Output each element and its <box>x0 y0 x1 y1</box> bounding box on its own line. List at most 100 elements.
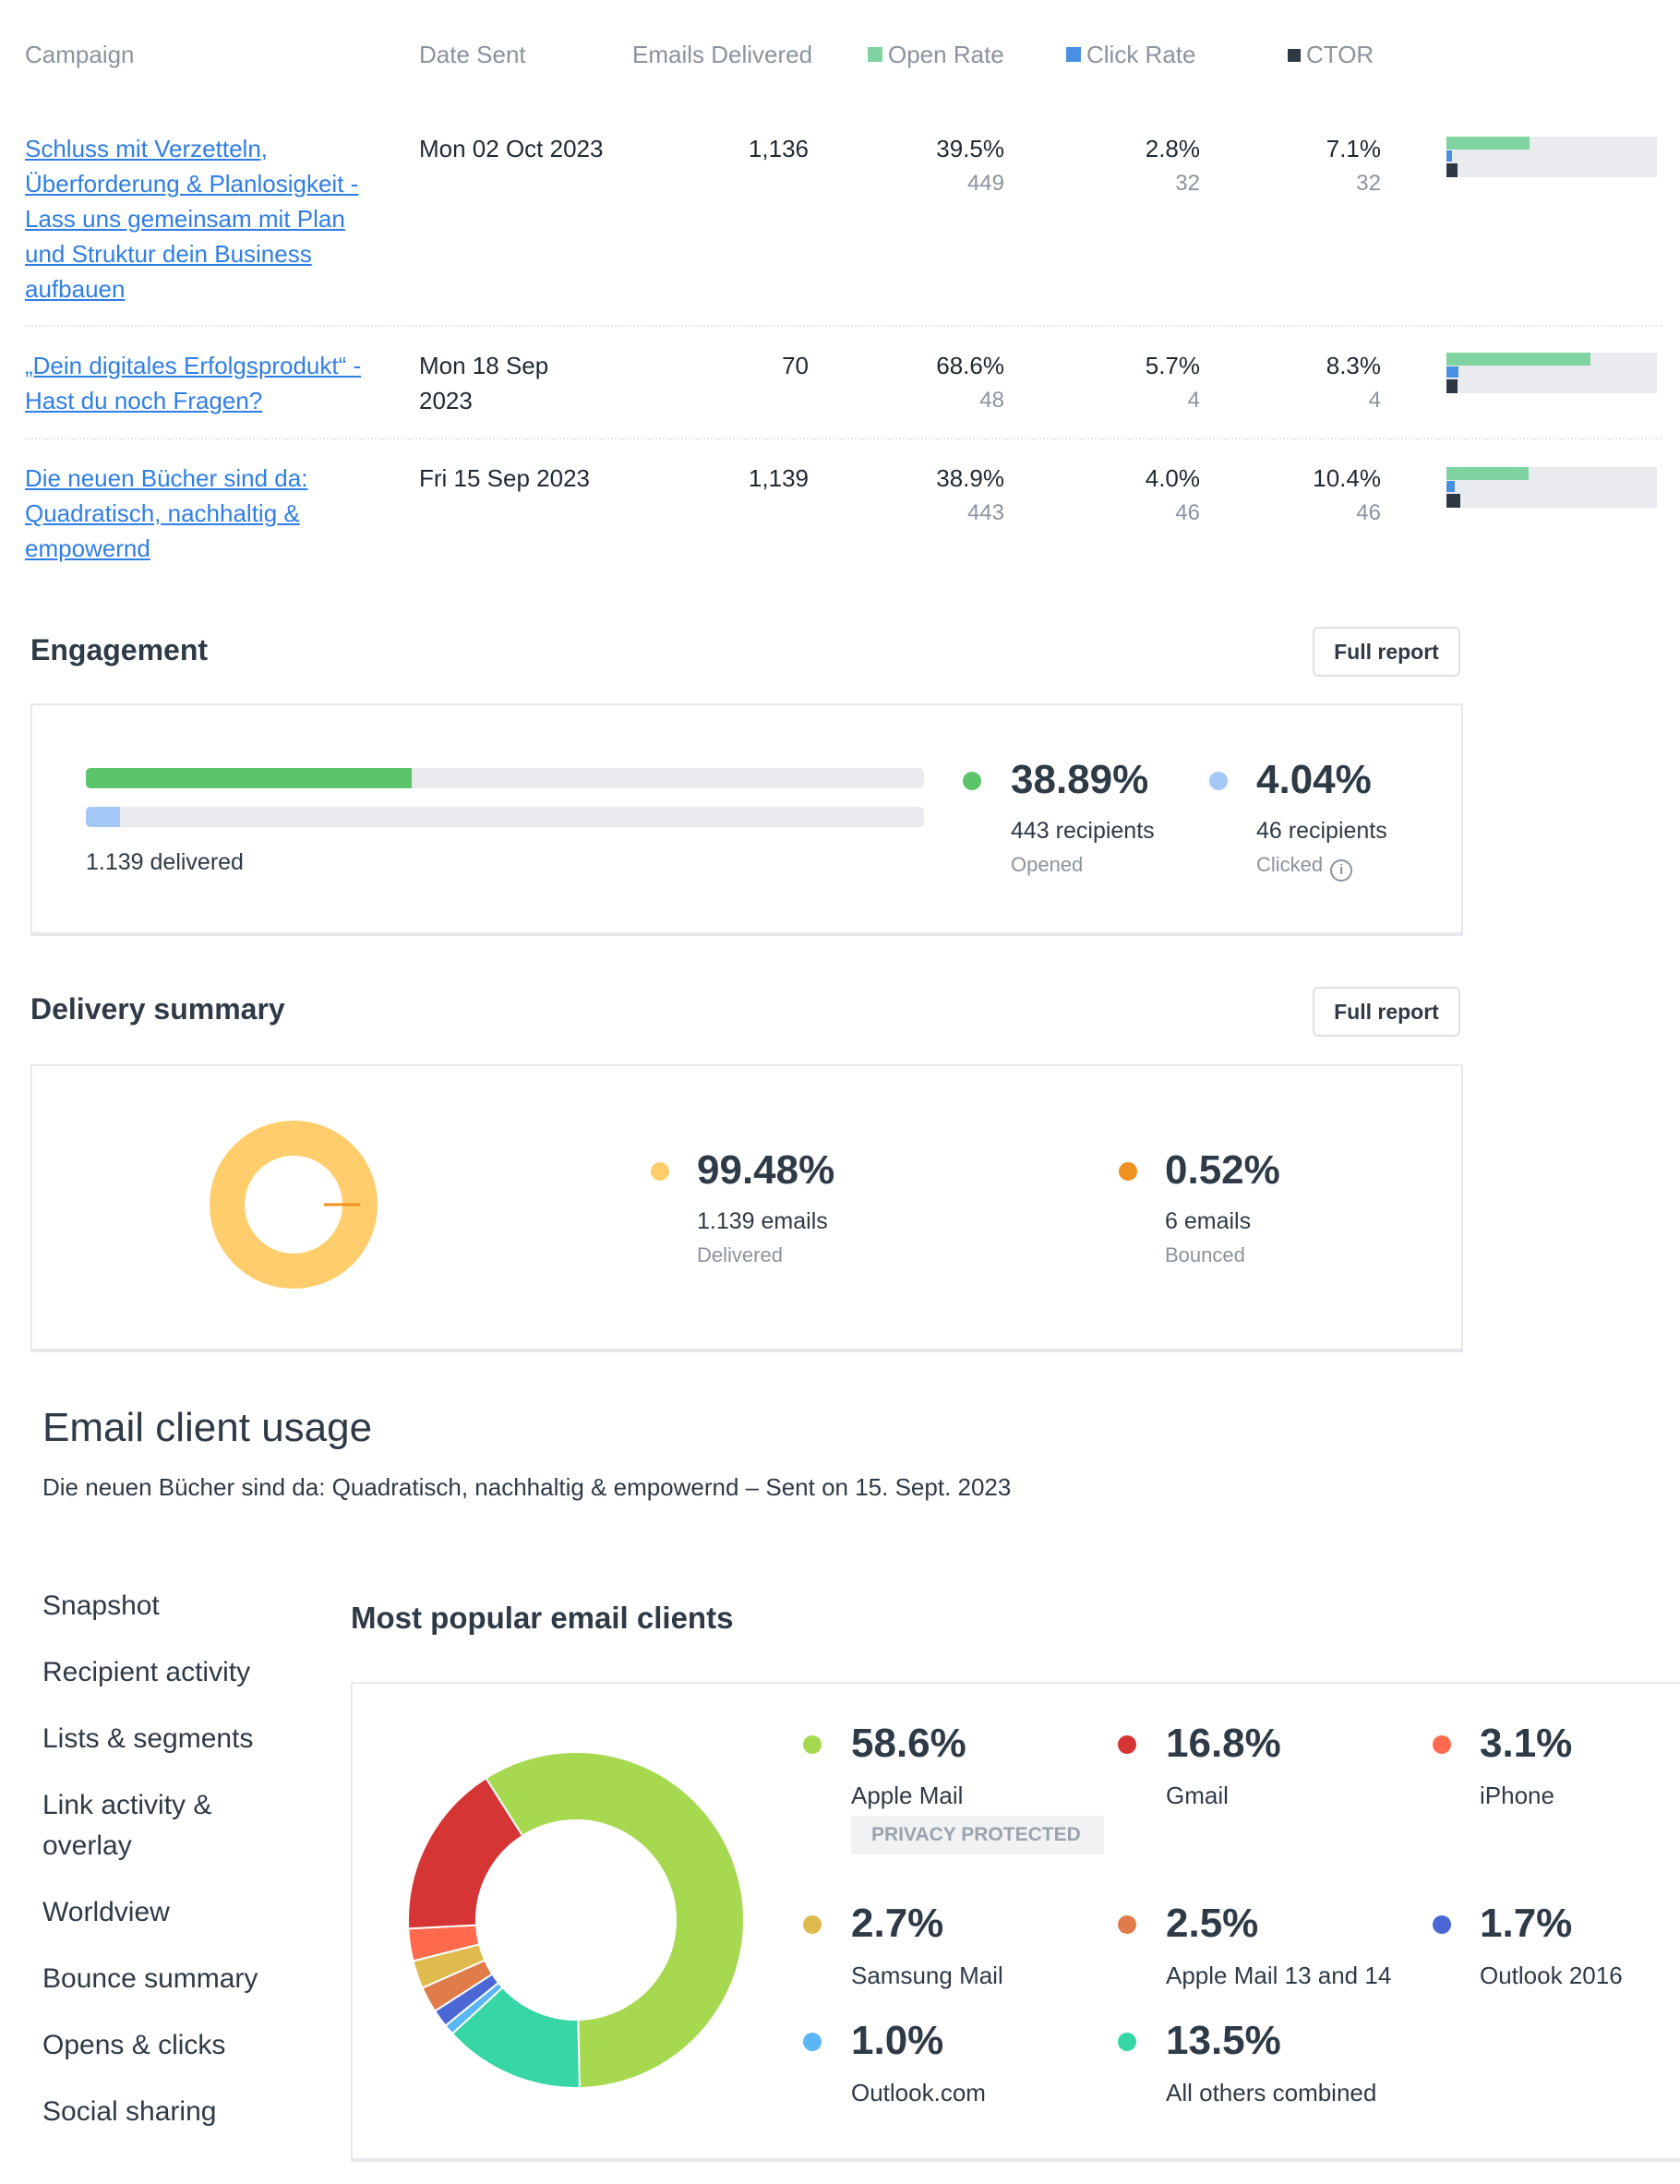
sidebar-item-snapshot[interactable]: Snapshot <box>42 1590 160 1621</box>
campaign-cell: Die neuen Bücher sind da: Quadratisch, n… <box>25 461 366 566</box>
campaign-link[interactable]: Die neuen Bücher sind da: Quadratisch, n… <box>25 464 308 562</box>
open-rate-bar <box>1446 353 1590 366</box>
delivered-dot-icon <box>651 1162 669 1181</box>
info-icon[interactable]: i <box>1330 859 1353 882</box>
click-rate-bar <box>1446 481 1455 492</box>
col-ctor[interactable]: CTOR <box>1288 41 1374 69</box>
date-sent-cell: Mon 02 Oct 2023 <box>419 135 604 162</box>
clicked-recipients: 46 recipients <box>1256 818 1387 844</box>
col-click-rate[interactable]: Click Rate <box>1066 41 1195 69</box>
sidebar-item-link-activity[interactable]: Link activity & overlay <box>42 1790 212 1861</box>
slice-value-apple-mail-13-14: 2.5% <box>1166 1901 1259 1946</box>
donut-slice-apple-mail[interactable] <box>485 1751 745 2089</box>
slice-value-gmail: 16.8% <box>1166 1721 1281 1766</box>
rate-mini-bars <box>1446 353 1657 393</box>
opened-percentage: 38.89% <box>1011 757 1149 802</box>
outlook-com-dot-icon <box>803 2033 822 2051</box>
ctor-cell: 7.1% 32 <box>1218 131 1381 201</box>
bounced-percentage: 0.52% <box>1165 1147 1280 1193</box>
slice-label-apple-mail: Apple Mail <box>851 1782 964 1809</box>
rate-mini-bars <box>1446 467 1657 508</box>
delivered-count-label: 1.139 delivered <box>86 849 244 875</box>
open-rate-bar <box>1446 467 1529 480</box>
delivery-summary-card: 99.48% 1.139 emails Delivered 0.52% 6 em… <box>30 1064 1463 1352</box>
sidebar-item-opens-clicks[interactable]: Opens & clicks <box>42 2030 226 2060</box>
open-rate-value: 39.5% <box>936 135 1004 162</box>
open-rate-cell: 39.5% 449 <box>831 131 1004 201</box>
slice-value-samsung-mail: 2.7% <box>851 1901 944 1946</box>
click-count: 46 <box>1175 500 1200 525</box>
rate-mini-bars <box>1446 137 1657 177</box>
ctor-bar <box>1446 163 1458 177</box>
slice-value-iphone: 3.1% <box>1480 1721 1573 1766</box>
ctor-bar <box>1446 379 1458 393</box>
campaign-cell: Schluss mit Verzetteln, Überforderung & … <box>25 131 366 306</box>
samsung-mail-dot-icon <box>803 1915 822 1934</box>
col-open-rate[interactable]: Open Rate <box>868 41 1004 69</box>
opened-label: Opened <box>1011 853 1084 876</box>
click-rate-value: 4.0% <box>1145 464 1200 492</box>
email-client-usage-title: Email client usage <box>42 1405 373 1450</box>
open-rate-value: 38.9% <box>936 464 1004 492</box>
engagement-full-report-button[interactable]: Full report <box>1313 627 1460 677</box>
ctor-value: 7.1% <box>1326 135 1381 162</box>
table-row: „Dein digitales Erfolgsprodukt“ - Hast d… <box>0 348 1662 422</box>
date-sent-cell: Fri 15 Sep 2023 <box>419 464 591 492</box>
table-row: Die neuen Bücher sind da: Quadratisch, n… <box>0 461 1662 571</box>
delivered-emails: 1.139 emails <box>697 1208 828 1234</box>
all-others-dot-icon <box>1118 2033 1136 2051</box>
ctor-value: 8.3% <box>1326 352 1381 379</box>
row-divider <box>25 325 1662 327</box>
donut-slice-gmail[interactable] <box>407 1776 524 1930</box>
clicked-dot-icon <box>1209 772 1228 790</box>
sidebar-item-bounce-summary[interactable]: Bounce summary <box>42 1963 258 1994</box>
open-rate-cell: 38.9% 443 <box>831 461 1004 531</box>
iphone-dot-icon <box>1433 1735 1451 1754</box>
row-divider <box>25 438 1662 439</box>
emails-delivered-cell: 1,136 <box>748 135 809 162</box>
clicked-percentage: 4.04% <box>1256 757 1372 802</box>
ctor-value: 10.4% <box>1313 464 1381 492</box>
date-sent-cell: Mon 18 Sep 2023 <box>419 352 549 414</box>
table-row: Schluss mit Verzetteln, Überforderung & … <box>0 131 1662 306</box>
col-campaign[interactable]: Campaign <box>25 41 135 68</box>
click-rate-label: Click Rate <box>1086 41 1196 68</box>
slice-label-outlook-com: Outlook.com <box>851 2079 986 2106</box>
campaign-link[interactable]: „Dein digitales Erfolgsprodukt“ - Hast d… <box>25 352 362 414</box>
open-count: 449 <box>966 171 1004 196</box>
click-rate-value: 5.7% <box>1145 352 1200 379</box>
engagement-card: 1.139 delivered 38.89% 443 recipients Op… <box>30 703 1463 936</box>
apple-mail-13-14-dot-icon <box>1118 1915 1136 1934</box>
slice-label-apple-mail-13-14: Apple Mail 13 and 14 <box>1166 1962 1392 1989</box>
sidebar-item-worldview[interactable]: Worldview <box>42 1897 170 1927</box>
campaign-link[interactable]: Schluss mit Verzetteln, Überforderung & … <box>25 135 359 303</box>
slice-label-outlook-2016: Outlook 2016 <box>1480 1962 1623 1989</box>
opened-dot-icon <box>963 772 981 790</box>
clicked-label: Clicked <box>1256 853 1324 876</box>
bounced-label: Bounced <box>1165 1243 1245 1266</box>
delivery-full-report-button[interactable]: Full report <box>1313 987 1460 1037</box>
click-rate-value: 2.8% <box>1145 135 1200 162</box>
open-rate-legend-swatch <box>868 47 882 62</box>
click-rate-legend-swatch <box>1066 47 1081 62</box>
open-rate-label: Open Rate <box>888 41 1004 68</box>
bounced-dot-icon <box>1119 1162 1137 1181</box>
open-rate-cell: 68.6% 48 <box>831 348 1004 418</box>
sidebar-item-social-sharing[interactable]: Social sharing <box>42 2096 217 2127</box>
campaign-cell: „Dein digitales Erfolgsprodukt“ - Hast d… <box>25 348 366 418</box>
sidebar-item-recipient-activity[interactable]: Recipient activity <box>42 1657 251 1687</box>
sidebar-item-lists-segments[interactable]: Lists & segments <box>42 1723 254 1754</box>
open-progress-fill <box>86 768 412 788</box>
col-date-sent[interactable]: Date Sent <box>419 41 526 68</box>
ctor-bar <box>1446 494 1460 508</box>
emails-delivered-cell: 1,139 <box>748 464 809 492</box>
click-rate-cell: 2.8% 32 <box>1025 131 1200 201</box>
gmail-dot-icon <box>1118 1735 1136 1754</box>
campaign-table-header: Campaign Date Sent Emails Delivered Open… <box>0 41 1662 74</box>
col-emails-delivered[interactable]: Emails Delivered <box>632 41 813 68</box>
ctor-count: 4 <box>1368 388 1381 413</box>
clicked-label-wrap: Clicked i <box>1256 853 1353 882</box>
outlook-2016-dot-icon <box>1433 1915 1451 1934</box>
email-client-usage-subtitle: Die neuen Bücher sind da: Quadratisch, n… <box>42 1473 1012 1501</box>
bounced-emails: 6 emails <box>1165 1208 1252 1234</box>
